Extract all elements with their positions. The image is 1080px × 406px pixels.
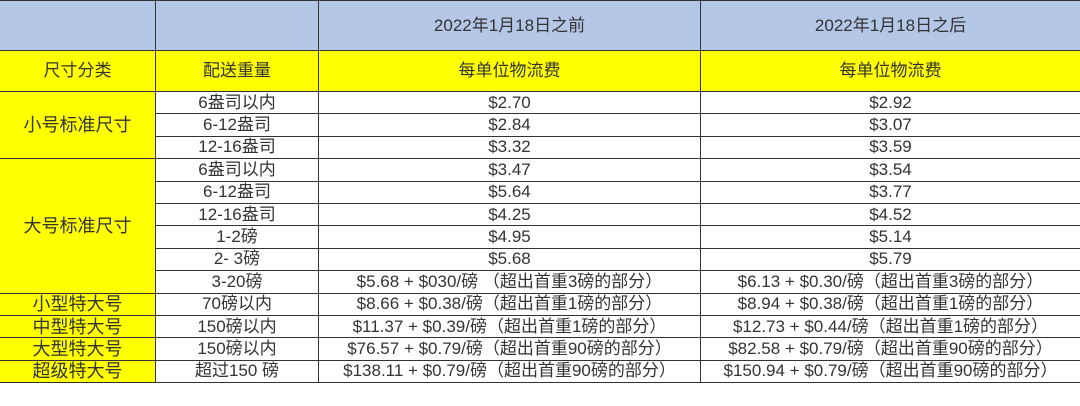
fee-after-cell: $5.79 <box>700 247 1080 272</box>
fee-before-cell: $3.47 <box>318 158 701 182</box>
table-row: 大号标准尺寸 6盎司以内 $3.47 $3.54 <box>0 158 1080 294</box>
fee-before-cell: $5.68 <box>318 247 701 272</box>
weight-cell: 6-12盎司 <box>155 113 319 137</box>
fee-before-cell: $2.84 <box>318 113 701 137</box>
weight-cell: 150磅以内 <box>155 314 319 339</box>
table-row: 中型特大号 150磅以内 $11.37 + $0.39/磅（超出首重1磅的部分） $1… <box>0 314 1080 339</box>
fee-before-cell: $76.57 + $0.79/磅（超出首重90磅的部分） <box>318 337 701 361</box>
fee-before-cell: $5.68 + $030/磅 （超出首重3磅的部分） <box>318 270 701 294</box>
weight-cell: 12-16盎司 <box>155 202 319 227</box>
header-cell <box>155 0 319 51</box>
table-row: 3-20磅 $5.68 + $030/磅 （超出首重3磅的部分） $6.13 + $… <box>0 270 1080 294</box>
table-row: 6-12盎司 $5.64 $3.77 <box>0 180 1080 204</box>
size-category-cell: 中型特大号 <box>0 314 156 339</box>
fee-after-cell: $82.58 + $0.79/磅（超出首重90磅的部分） <box>700 337 1080 361</box>
fee-after-cell: $6.13 + $0.30/磅（超出首重3磅的部分） <box>700 270 1080 294</box>
weight-cell: 1-2磅 <box>155 225 319 249</box>
table-row: 12-16盎司 $4.25 $4.52 <box>0 202 1080 227</box>
subheader-row: 尺寸分类 配送重量 每单位物流费 每单位物流费 <box>0 50 1080 92</box>
fee-after-cell: $3.77 <box>700 180 1080 204</box>
table-row: 1-2磅 $4.95 $5.14 <box>0 225 1080 249</box>
header-cell <box>0 0 156 51</box>
fee-before-cell: $11.37 + $0.39/磅（超出首重1磅的部分） <box>318 314 701 339</box>
table-row: 12-16盎司 $3.32 $3.59 <box>0 135 1080 160</box>
weight-cell: 150磅以内 <box>155 337 319 361</box>
size-category-cell: 超级特大号 <box>0 359 156 384</box>
header-row: 2022年1月18日之前 2022年1月18日之后 <box>0 0 1080 51</box>
size-category-cell: 大型特大号 <box>0 337 156 361</box>
weight-cell: 3-20磅 <box>155 270 319 294</box>
fee-after-cell: $3.07 <box>700 113 1080 137</box>
size-category-cell: 小型特大号 <box>0 292 156 316</box>
weight-cell: 2- 3磅 <box>155 247 319 272</box>
fee-after-cell: $150.94 + $0.79/磅（超出首重90磅的部分） <box>700 359 1080 384</box>
fee-before-cell: $138.11 + $0.79/磅（超出首重90磅的部分） <box>318 359 701 384</box>
fee-after-cell: $3.54 <box>700 158 1080 182</box>
fee-after-cell: $12.73 + $0.44/磅（超出首重1磅的部分） <box>700 314 1080 339</box>
fee-after-cell: $2.92 <box>700 90 1080 115</box>
size-category-header: 尺寸分类 <box>0 50 156 92</box>
weight-cell: 6盎司以内 <box>155 90 319 115</box>
fee-after-cell: $3.59 <box>700 135 1080 160</box>
fee-before-cell: $4.25 <box>318 202 701 227</box>
size-category-cell: 大号标准尺寸 <box>0 158 156 294</box>
fee-before-cell: $8.66 + $0.38/磅（超出首重1磅的部分） <box>318 292 701 316</box>
table-row: 6-12盎司 $2.84 $3.07 <box>0 113 1080 137</box>
weight-cell: 超过150 磅 <box>155 359 319 384</box>
table-row: 超级特大号 超过150 磅 $138.11 + $0.79/磅（超出首重90磅的部分… <box>0 359 1080 384</box>
fee-before-cell: $3.32 <box>318 135 701 160</box>
fee-before-cell: $4.95 <box>318 225 701 249</box>
fee-header-after: 每单位物流费 <box>700 50 1080 92</box>
fee-after-cell: $5.14 <box>700 225 1080 249</box>
weight-header: 配送重量 <box>155 50 319 92</box>
weight-cell: 12-16盎司 <box>155 135 319 160</box>
weight-cell: 6-12盎司 <box>155 180 319 204</box>
table-row: 大型特大号 150磅以内 $76.57 + $0.79/磅（超出首重90磅的部分） $… <box>0 337 1080 361</box>
table-row: 2- 3磅 $5.68 $5.79 <box>0 247 1080 272</box>
fee-after-cell: $4.52 <box>700 202 1080 227</box>
weight-cell: 70磅以内 <box>155 292 319 316</box>
fee-before-cell: $2.70 <box>318 90 701 115</box>
fee-table: 2022年1月18日之前 2022年1月18日之后 尺寸分类 配送重量 每单位物… <box>0 0 1080 384</box>
fee-before-cell: $5.64 <box>318 180 701 204</box>
size-category-cell: 小号标准尺寸 <box>0 90 156 160</box>
header-after-date: 2022年1月18日之后 <box>700 0 1080 51</box>
fee-after-cell: $8.94 + $0.38/磅（超出首重1磅的部分） <box>700 292 1080 316</box>
fee-header-before: 每单位物流费 <box>318 50 701 92</box>
weight-cell: 6盎司以内 <box>155 158 319 182</box>
table-row: 小号标准尺寸 6盎司以内 $2.70 $2.92 <box>0 90 1080 160</box>
table-row: 小型特大号 70磅以内 $8.66 + $0.38/磅（超出首重1磅的部分） $8.9… <box>0 292 1080 316</box>
header-before-date: 2022年1月18日之前 <box>318 0 701 51</box>
